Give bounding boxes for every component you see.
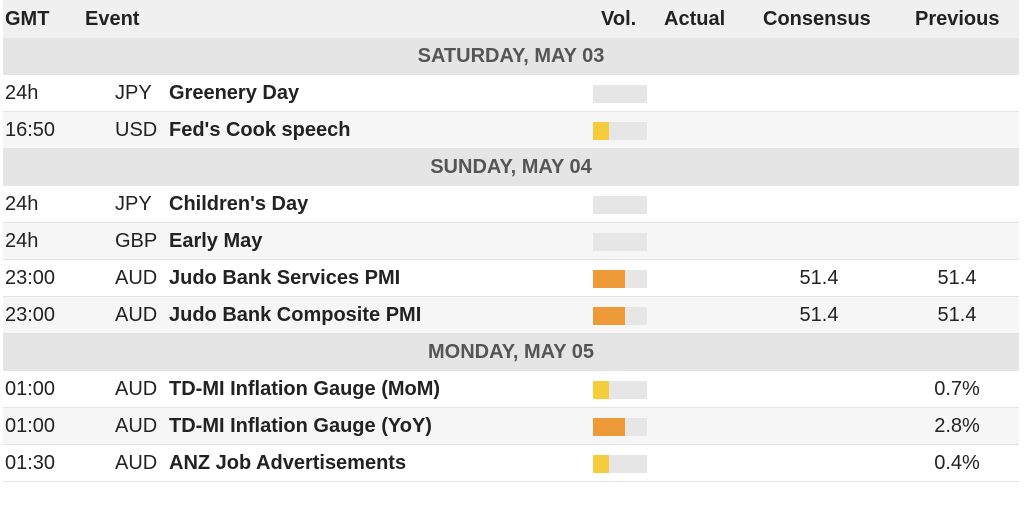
event-row[interactable]: 24h JPY Greenery Day: [3, 75, 1019, 112]
event-currency: USD: [115, 118, 158, 141]
event-name: TD-MI Inflation Gauge (MoM): [169, 377, 441, 400]
event-consensus: 51.4: [799, 303, 839, 326]
day-header-row: MONDAY, MAY 05: [3, 334, 1019, 371]
event-consensus: [763, 445, 875, 481]
event-row[interactable]: 01:00 AUD TD-MI Inflation Gauge (MoM) 0.7%: [3, 371, 1019, 408]
event-previous: [908, 223, 1006, 259]
event-time: 01:30: [5, 451, 56, 474]
event-currency: AUD: [115, 451, 158, 474]
event-consensus: 51.4: [799, 266, 839, 289]
event-time: 24h: [5, 229, 39, 252]
header-gmt: GMT: [5, 7, 50, 30]
event-currency: AUD: [115, 414, 158, 437]
event-row[interactable]: 01:30 AUD ANZ Job Advertisements 0.4%: [3, 445, 1019, 482]
volatility-bar: [593, 233, 647, 251]
day-label: MONDAY, MAY 05: [428, 341, 594, 363]
volatility-bar-fill: [593, 455, 609, 473]
volatility-bar: [593, 455, 647, 473]
event-previous: [908, 75, 1006, 111]
event-consensus: [763, 112, 875, 148]
event-name: TD-MI Inflation Gauge (YoY): [169, 414, 432, 437]
header-previous: Previous: [915, 7, 1000, 30]
volatility-bar-fill: [593, 418, 625, 436]
event-time: 23:00: [5, 303, 56, 326]
event-currency: JPY: [115, 192, 152, 215]
volatility-bar: [593, 381, 647, 399]
event-name: Children's Day: [169, 192, 309, 215]
volatility-bar-fill: [593, 307, 625, 325]
event-name: Fed's Cook speech: [169, 118, 351, 141]
event-previous: 0.7%: [934, 377, 980, 400]
event-currency: JPY: [115, 81, 152, 104]
event-row[interactable]: 24h GBP Early May: [3, 223, 1019, 260]
event-name: Early May: [169, 229, 263, 252]
volatility-bar: [593, 85, 647, 103]
event-time: 24h: [5, 81, 39, 104]
event-currency: AUD: [115, 377, 158, 400]
event-row[interactable]: 24h JPY Children's Day: [3, 186, 1019, 223]
event-consensus: [763, 371, 875, 407]
volatility-bar: [593, 418, 647, 436]
volatility-bar: [593, 307, 647, 325]
event-time: 16:50: [5, 118, 56, 141]
event-previous: 2.8%: [934, 414, 980, 437]
economic-calendar-table: GMT Event Vol. Actual Consensus Previous…: [3, 0, 1019, 482]
volatility-bar: [593, 122, 647, 140]
event-previous: 51.4: [937, 303, 977, 326]
day-label: SATURDAY, MAY 03: [417, 45, 605, 67]
volatility-bar-fill: [593, 270, 625, 288]
event-consensus: [763, 186, 875, 222]
event-previous: 0.4%: [934, 451, 980, 474]
event-row[interactable]: 23:00 AUD Judo Bank Composite PMI 51.4 51.4: [3, 297, 1019, 334]
header-event: Event: [85, 7, 140, 30]
event-time: 01:00: [5, 414, 56, 437]
event-row[interactable]: 23:00 AUD Judo Bank Services PMI 51.4 51.4: [3, 260, 1019, 297]
volatility-bar: [593, 270, 647, 288]
event-consensus: [763, 75, 875, 111]
table-header: GMT Event Vol. Actual Consensus Previous: [3, 0, 1019, 38]
header-actual: Actual: [664, 7, 726, 30]
event-previous: [908, 112, 1006, 148]
volatility-bar-fill: [593, 381, 609, 399]
event-consensus: [763, 223, 875, 259]
event-time: 23:00: [5, 266, 56, 289]
event-consensus: [763, 408, 875, 444]
event-previous: 51.4: [937, 266, 977, 289]
day-header-row: SUNDAY, MAY 04: [3, 149, 1019, 186]
header-consensus: Consensus: [763, 7, 871, 30]
event-time: 01:00: [5, 377, 56, 400]
event-row[interactable]: 01:00 AUD TD-MI Inflation Gauge (YoY) 2.8%: [3, 408, 1019, 445]
day-label: SUNDAY, MAY 04: [430, 156, 592, 178]
event-currency: AUD: [115, 266, 158, 289]
event-name: Judo Bank Composite PMI: [169, 303, 422, 326]
table-body: SATURDAY, MAY 03 24h JPY Greenery Day 16:50 U…: [3, 38, 1019, 482]
event-time: 24h: [5, 192, 39, 215]
volatility-bar: [593, 196, 647, 214]
event-name: ANZ Job Advertisements: [169, 451, 407, 474]
header-vol: Vol.: [601, 7, 637, 30]
event-name: Judo Bank Services PMI: [169, 266, 401, 289]
event-currency: GBP: [115, 229, 158, 252]
event-row[interactable]: 16:50 USD Fed's Cook speech: [3, 112, 1019, 149]
event-previous: [908, 186, 1006, 222]
event-name: Greenery Day: [169, 81, 300, 104]
event-currency: AUD: [115, 303, 158, 326]
day-header-row: SATURDAY, MAY 03: [3, 38, 1019, 75]
volatility-bar-fill: [593, 122, 609, 140]
